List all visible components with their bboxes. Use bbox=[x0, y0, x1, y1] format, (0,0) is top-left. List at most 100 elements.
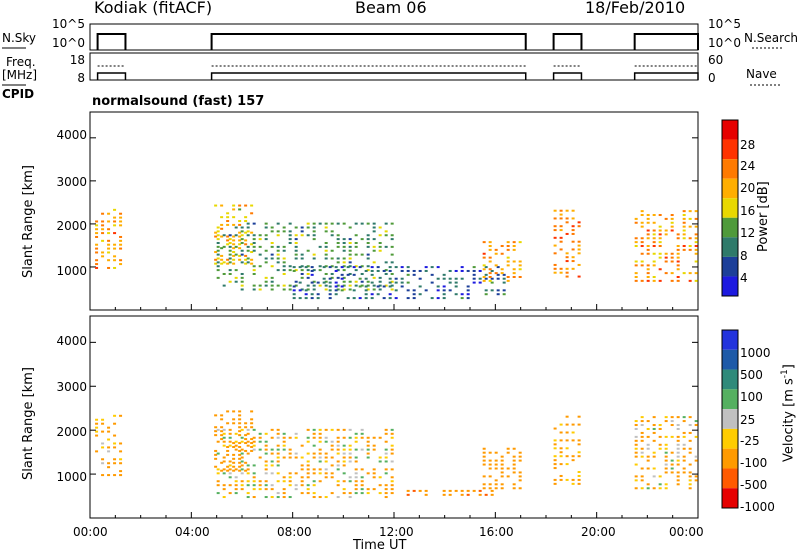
velocity-data-point bbox=[384, 472, 388, 475]
velocity-data-point bbox=[360, 428, 364, 431]
velocity-data-point bbox=[240, 468, 244, 471]
velocity-data-point bbox=[270, 428, 274, 431]
power-data-point bbox=[482, 256, 486, 259]
power-data-point bbox=[488, 279, 492, 282]
power-data-point bbox=[390, 253, 394, 256]
velocity-data-point bbox=[652, 475, 656, 478]
velocity-data-point bbox=[238, 422, 242, 425]
power-data-point bbox=[216, 238, 220, 241]
velocity-colorbar-segment bbox=[722, 428, 738, 449]
power-data-point bbox=[378, 280, 382, 283]
velocity-data-point bbox=[559, 463, 563, 466]
velocity-data-point bbox=[246, 432, 250, 435]
velocity-data-point bbox=[306, 460, 310, 463]
velocity-data-point bbox=[222, 432, 226, 435]
velocity-data-point bbox=[664, 443, 668, 446]
power-data-point bbox=[346, 297, 350, 300]
velocity-data-point bbox=[252, 488, 256, 491]
power-data-point bbox=[288, 230, 292, 233]
velocity-data-point bbox=[634, 475, 638, 478]
velocity-data-point bbox=[300, 480, 304, 483]
nsky-panel-frame bbox=[89, 23, 699, 51]
range-tick-upper: 4000 bbox=[56, 128, 87, 142]
power-data-point bbox=[688, 210, 692, 213]
power-data-point bbox=[304, 297, 308, 300]
power-data-point bbox=[238, 208, 242, 211]
time-tick: 08:00 bbox=[277, 525, 312, 539]
power-data-point bbox=[682, 248, 686, 251]
power-data-point bbox=[553, 271, 557, 274]
power-data-point bbox=[234, 245, 238, 248]
power-data-point bbox=[234, 280, 238, 283]
power-data-point bbox=[101, 212, 105, 215]
velocity-data-point bbox=[246, 428, 250, 431]
power-data-point bbox=[348, 284, 352, 287]
power-data-point bbox=[119, 216, 123, 219]
velocity-data-point bbox=[342, 456, 346, 459]
velocity-data-point bbox=[113, 446, 117, 449]
power-data-point bbox=[342, 276, 346, 279]
power-data-point bbox=[366, 269, 370, 272]
power-data-point bbox=[244, 231, 248, 234]
power-data-point bbox=[310, 281, 314, 284]
power-data-point bbox=[95, 266, 99, 269]
power-data-point bbox=[442, 273, 446, 276]
power-data-point bbox=[400, 281, 404, 284]
power-data-point bbox=[571, 225, 575, 228]
power-scale-tick: 28 bbox=[740, 138, 756, 152]
velocity-data-point bbox=[366, 492, 370, 495]
velocity-data-point bbox=[342, 492, 346, 495]
power-data-point bbox=[454, 285, 458, 288]
power-data-point bbox=[232, 216, 236, 219]
power-data-point bbox=[270, 280, 274, 283]
velocity-data-point bbox=[342, 464, 346, 467]
velocity-data-point bbox=[324, 476, 328, 479]
power-data-point bbox=[488, 241, 492, 244]
velocity-data-point bbox=[312, 444, 316, 447]
power-data-point bbox=[252, 272, 256, 275]
velocity-data-point bbox=[577, 415, 581, 418]
power-data-point bbox=[390, 272, 394, 275]
velocity-data-point bbox=[676, 475, 680, 478]
power-data-point bbox=[364, 285, 368, 288]
velocity-data-point bbox=[228, 436, 232, 439]
power-data-point bbox=[334, 266, 338, 269]
velocity-data-point bbox=[238, 414, 242, 417]
velocity-data-point bbox=[664, 416, 668, 419]
velocity-data-point bbox=[318, 472, 322, 475]
velocity-data-point bbox=[252, 496, 256, 499]
velocity-data-point bbox=[494, 479, 498, 482]
power-data-point bbox=[484, 266, 488, 269]
power-data-point bbox=[328, 277, 332, 280]
velocity-data-point bbox=[384, 488, 388, 491]
velocity-data-point bbox=[258, 484, 262, 487]
power-data-point bbox=[652, 252, 656, 255]
velocity-data-point bbox=[577, 482, 581, 485]
velocity-data-point bbox=[246, 440, 250, 443]
power-data-point bbox=[324, 241, 328, 244]
power-data-point bbox=[559, 267, 563, 270]
power-data-point bbox=[336, 288, 340, 291]
power-data-point bbox=[252, 245, 256, 248]
power-data-point bbox=[322, 281, 326, 284]
power-data-point bbox=[342, 284, 346, 287]
velocity-data-point bbox=[646, 483, 650, 486]
power-data-point bbox=[276, 222, 280, 225]
power-data-point bbox=[442, 289, 446, 292]
velocity-data-point bbox=[238, 469, 242, 472]
power-data-point bbox=[348, 241, 352, 244]
power-data-point bbox=[214, 258, 218, 261]
velocity-data-point bbox=[390, 436, 394, 439]
velocity-data-point bbox=[300, 468, 304, 471]
velocity-data-point bbox=[238, 430, 242, 433]
velocity-data-point bbox=[107, 474, 111, 477]
power-data-point bbox=[340, 273, 344, 276]
velocity-data-point bbox=[664, 483, 668, 486]
power-data-point bbox=[282, 261, 286, 264]
power-data-point bbox=[310, 293, 314, 296]
power-data-point bbox=[640, 252, 644, 255]
velocity-data-point bbox=[330, 444, 334, 447]
power-data-point bbox=[412, 273, 416, 276]
power-data-point bbox=[252, 234, 256, 237]
power-data-point bbox=[559, 213, 563, 216]
